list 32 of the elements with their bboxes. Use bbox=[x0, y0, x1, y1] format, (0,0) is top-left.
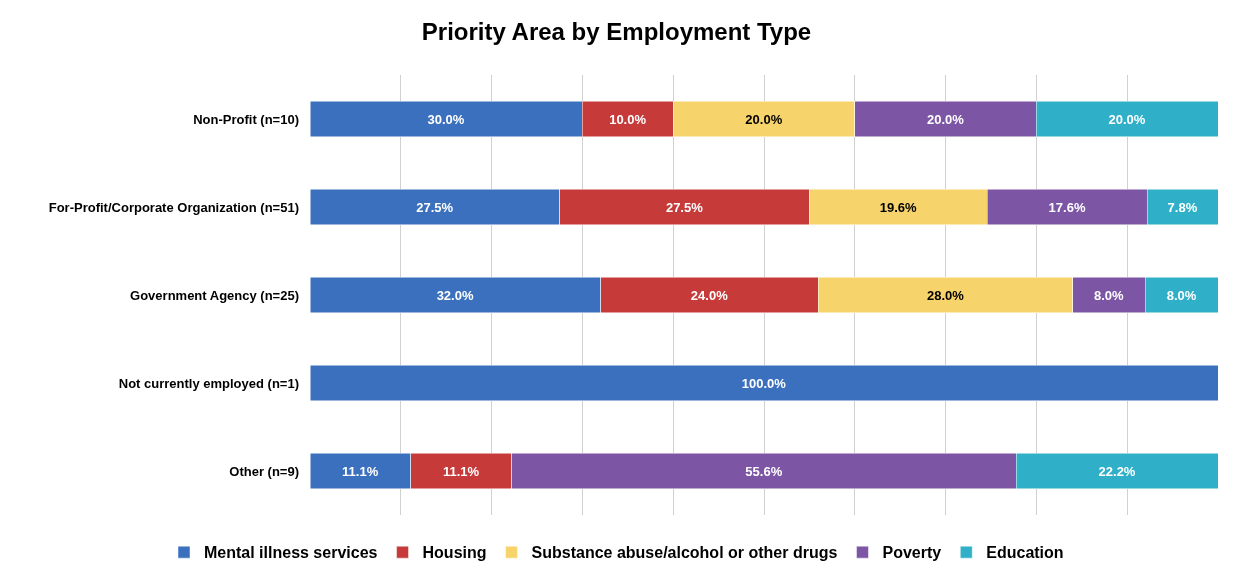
legend-label: Substance abuse/alcohol or other drugs bbox=[531, 544, 838, 562]
legend-label: Education bbox=[986, 544, 1064, 562]
data-label: 17.6% bbox=[1048, 199, 1086, 215]
legend-label: Poverty bbox=[882, 544, 942, 562]
data-label: 22.2% bbox=[1098, 463, 1136, 479]
legend-label: Housing bbox=[422, 544, 487, 562]
y-tick-label: Not currently employed (n=1) bbox=[118, 375, 299, 391]
data-label: 27.5% bbox=[416, 199, 454, 215]
data-label: 24.0% bbox=[690, 287, 729, 303]
legend-label: Mental illness services bbox=[204, 544, 378, 562]
data-label: 11.1% bbox=[342, 463, 379, 479]
data-label: 100.0% bbox=[741, 375, 787, 391]
y-tick-label: For-Profit/Corporate Organization (n=51) bbox=[48, 199, 299, 215]
data-label: 30.0% bbox=[427, 111, 465, 127]
data-label: 55.6% bbox=[745, 463, 783, 479]
data-label: 11.1% bbox=[442, 463, 480, 479]
data-label: 7.8% bbox=[1167, 199, 1198, 215]
data-label: 20.0% bbox=[926, 111, 965, 127]
data-label: 8.0% bbox=[1166, 287, 1197, 303]
data-label: 27.5% bbox=[665, 199, 704, 215]
data-label: 8.0% bbox=[1094, 287, 1125, 303]
bar bbox=[310, 365, 1218, 401]
y-tick-label: Other (n=9) bbox=[229, 463, 299, 479]
chart-title: Priority Area by Employment Type bbox=[421, 17, 812, 45]
y-tick-label: Government Agency (n=25) bbox=[130, 287, 299, 303]
data-label: 28.0% bbox=[926, 287, 965, 303]
data-label: 20.0% bbox=[745, 111, 783, 127]
data-label: 20.0% bbox=[1108, 111, 1146, 127]
data-label: 19.6% bbox=[879, 199, 918, 215]
y-tick-label: Non-Profit (n=10) bbox=[193, 111, 299, 127]
data-label: 32.0% bbox=[436, 287, 474, 303]
data-label: 10.0% bbox=[609, 111, 647, 127]
